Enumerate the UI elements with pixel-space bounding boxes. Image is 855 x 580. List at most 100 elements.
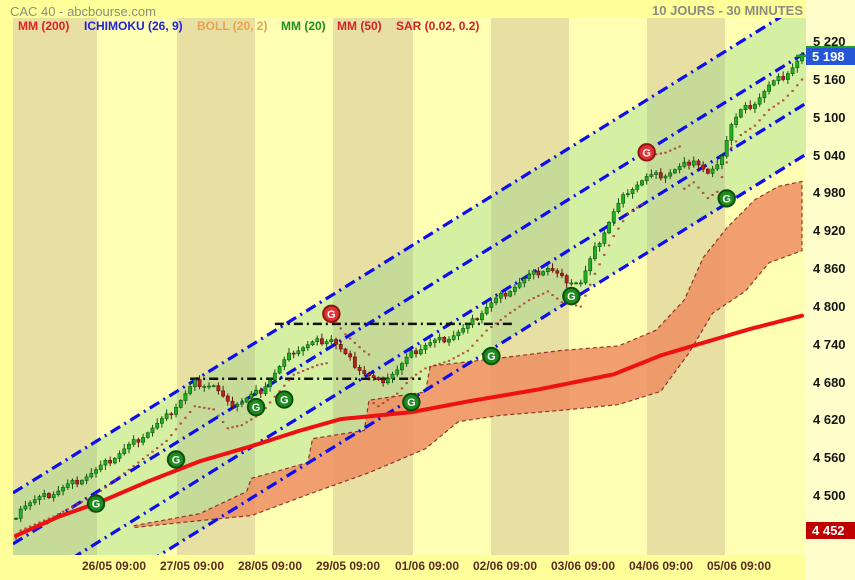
sar-dot: [669, 149, 672, 152]
sar-dot: [485, 329, 488, 332]
buy-signal-marker: G: [717, 189, 736, 208]
candle: [202, 384, 207, 392]
sar-dot: [490, 326, 493, 329]
x-axis-tick-label: 01/06 09:00: [394, 559, 460, 573]
candle: [498, 291, 503, 304]
svg-text:G: G: [407, 397, 416, 409]
candle: [710, 165, 715, 178]
legend-item: MM (20): [281, 19, 326, 33]
sar-dot: [14, 537, 18, 540]
candle: [423, 342, 428, 354]
candle: [136, 437, 141, 448]
candle: [673, 168, 677, 175]
price-axis-column: [806, 0, 855, 580]
candle: [705, 167, 710, 175]
sar-dot: [584, 294, 587, 297]
candle: [437, 333, 442, 344]
candle: [23, 500, 28, 511]
candle: [320, 333, 324, 346]
candle: [428, 338, 433, 348]
sar-dot: [466, 349, 470, 352]
sar-dot: [537, 294, 540, 297]
candle: [767, 81, 771, 95]
candle: [729, 122, 734, 146]
candle: [263, 382, 268, 397]
sar-dot: [428, 365, 432, 368]
candle: [630, 187, 635, 199]
candle: [395, 365, 400, 377]
candle: [367, 371, 371, 381]
sar-dot: [391, 395, 394, 398]
sar-dot: [170, 434, 173, 437]
sar-dot: [589, 283, 592, 286]
sell-signal-marker: G: [322, 304, 341, 323]
sar-dot: [203, 406, 206, 409]
candle: [588, 256, 593, 276]
buy-signal-marker: G: [482, 346, 501, 366]
candle: [564, 273, 569, 289]
candle: [376, 376, 381, 381]
sar-dot: [443, 361, 446, 364]
candle: [776, 73, 781, 85]
candle: [555, 268, 560, 278]
svg-text:G: G: [327, 309, 336, 321]
candle: [282, 356, 287, 371]
sar-dot: [386, 398, 390, 401]
channel-line: [13, 18, 783, 495]
candle: [757, 93, 762, 107]
candle: [790, 63, 795, 77]
sar-dot: [598, 263, 601, 266]
legend-item: ICHIMOKU (26, 9): [84, 19, 183, 33]
candle: [89, 468, 94, 479]
session-low-badge: 4 452: [806, 522, 855, 540]
y-axis-tick-label: 4 920: [813, 223, 846, 239]
legend-item: BOLL (20, 2): [197, 19, 268, 33]
sar-dot: [66, 508, 69, 511]
candle: [42, 489, 47, 500]
candle: [409, 349, 414, 359]
x-axis-tick-label: 29/05 09:00: [315, 559, 381, 573]
candle: [287, 348, 291, 362]
candle: [183, 390, 188, 405]
candle: [301, 345, 306, 356]
sar-dot: [61, 510, 65, 513]
sar-dot: [551, 294, 554, 297]
sar-dot: [541, 292, 545, 295]
sar-dot: [739, 134, 743, 137]
sar-dot: [744, 130, 747, 133]
sar-dot: [292, 373, 295, 376]
sar-dot: [28, 525, 32, 528]
candle: [305, 340, 310, 351]
sar-dot: [697, 186, 700, 189]
sar-dot: [607, 244, 611, 247]
sar-dot: [410, 376, 413, 379]
sar-dot: [348, 337, 352, 340]
sar-dot: [513, 308, 517, 311]
candle: [230, 396, 235, 409]
candle: [414, 347, 418, 358]
buy-signal-marker: G: [275, 390, 294, 409]
candle: [216, 382, 221, 395]
candle: [738, 108, 743, 119]
sar-dot: [80, 500, 84, 503]
candle: [771, 79, 776, 87]
candle: [65, 479, 70, 490]
sar-dot: [626, 212, 630, 215]
sar-dot: [499, 318, 502, 321]
candle: [244, 396, 249, 404]
sar-dot: [636, 206, 639, 209]
sar-dot: [621, 220, 625, 223]
candle: [785, 71, 790, 84]
sar-dot: [363, 350, 366, 353]
candle: [37, 494, 42, 505]
sar-dot: [301, 369, 305, 372]
sar-dot: [518, 305, 521, 308]
candle: [211, 384, 216, 388]
sar-dot: [546, 290, 550, 293]
sar-dot: [24, 527, 27, 530]
candle: [475, 317, 480, 322]
sar-dot: [476, 339, 479, 342]
candle: [103, 458, 108, 471]
plot-area[interactable]: G G G G G G G G G G: [13, 1, 806, 580]
